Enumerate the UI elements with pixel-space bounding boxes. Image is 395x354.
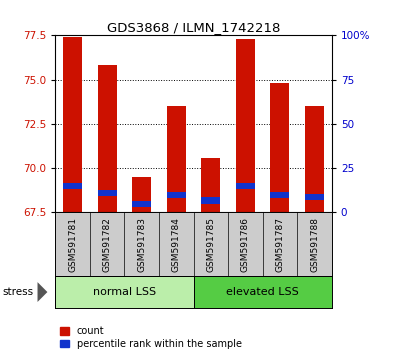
Text: normal LSS: normal LSS bbox=[93, 287, 156, 297]
Bar bbox=[132, 177, 151, 212]
Bar bbox=[98, 65, 117, 212]
Title: GDS3868 / ILMN_1742218: GDS3868 / ILMN_1742218 bbox=[107, 21, 280, 34]
Text: GSM591782: GSM591782 bbox=[103, 217, 112, 272]
Text: GSM591786: GSM591786 bbox=[241, 217, 250, 273]
Bar bbox=[271, 83, 290, 212]
Bar bbox=[167, 106, 186, 212]
Bar bbox=[201, 158, 220, 212]
Text: GSM591783: GSM591783 bbox=[137, 217, 146, 273]
Bar bbox=[194, 276, 332, 308]
Bar bbox=[167, 192, 186, 198]
Legend: count, percentile rank within the sample: count, percentile rank within the sample bbox=[60, 326, 242, 349]
Text: GSM591784: GSM591784 bbox=[172, 217, 181, 272]
Text: elevated LSS: elevated LSS bbox=[226, 287, 299, 297]
Bar bbox=[305, 106, 324, 212]
Bar bbox=[63, 37, 82, 212]
Text: GSM591788: GSM591788 bbox=[310, 217, 319, 273]
Text: GSM591787: GSM591787 bbox=[275, 217, 284, 273]
Bar bbox=[98, 190, 117, 196]
Text: stress: stress bbox=[2, 287, 33, 297]
Bar bbox=[236, 183, 255, 189]
Bar bbox=[236, 39, 255, 212]
Text: GSM591785: GSM591785 bbox=[206, 217, 215, 273]
Bar bbox=[63, 183, 82, 189]
Text: GSM591781: GSM591781 bbox=[68, 217, 77, 273]
Bar bbox=[132, 201, 151, 207]
Bar bbox=[201, 198, 220, 204]
Bar bbox=[305, 194, 324, 200]
Bar bbox=[271, 192, 290, 198]
Bar bbox=[55, 276, 194, 308]
